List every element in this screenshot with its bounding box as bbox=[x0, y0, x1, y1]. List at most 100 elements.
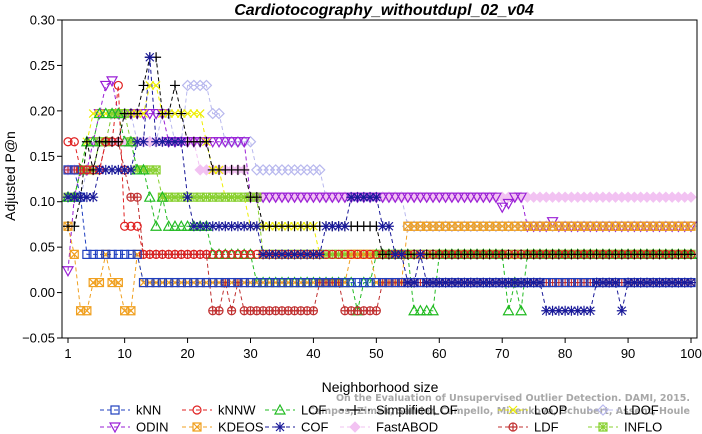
data-point-odin bbox=[471, 192, 484, 204]
data-point-ldf bbox=[308, 306, 319, 316]
data-point-knn bbox=[271, 277, 281, 288]
legend-item-inflo: INFLO bbox=[588, 420, 662, 434]
data-point-knnw bbox=[120, 221, 130, 231]
data-point-knn bbox=[333, 277, 344, 288]
watermark-citation: On the Evaluation of Unsupervised Outlie… bbox=[336, 393, 690, 404]
data-point-cof bbox=[207, 221, 218, 232]
data-point-cof bbox=[358, 192, 369, 203]
data-point-odin bbox=[477, 192, 490, 204]
data-point-cof bbox=[69, 192, 80, 203]
legend-item-ldof: LDOF bbox=[588, 403, 659, 418]
data-point-cof bbox=[283, 249, 294, 260]
data-point-knn bbox=[371, 277, 381, 288]
data-point-cof bbox=[371, 192, 382, 203]
legend-marker-cof bbox=[275, 422, 285, 432]
y-tick-label: 0.25 bbox=[30, 58, 55, 73]
data-point-odin bbox=[288, 192, 301, 204]
data-point-simplifiedlof bbox=[69, 221, 80, 232]
data-point-odin bbox=[99, 80, 112, 92]
data-point-cof bbox=[308, 249, 319, 260]
legend-item-cof: COF bbox=[265, 420, 329, 434]
legend-item-knnw: kNNW bbox=[182, 403, 256, 418]
data-point-odin bbox=[61, 266, 75, 278]
data-point-cof bbox=[585, 305, 596, 316]
legend-marker-ldof bbox=[597, 404, 609, 416]
data-point-cof bbox=[402, 277, 413, 288]
data-point-cof bbox=[119, 164, 130, 175]
data-point-cof bbox=[509, 277, 520, 288]
legend-marker-lof bbox=[273, 403, 287, 415]
data-point-lof bbox=[408, 304, 421, 316]
y-tick-label: 0.15 bbox=[30, 149, 55, 164]
data-point-kdeos bbox=[113, 277, 123, 288]
data-point-cof bbox=[415, 249, 426, 260]
data-point-loop bbox=[170, 109, 180, 119]
data-point-knn bbox=[277, 277, 287, 288]
data-point-cof bbox=[182, 192, 193, 203]
series-markers-cof bbox=[63, 52, 696, 316]
data-point-cof bbox=[421, 277, 432, 288]
data-point-loop bbox=[183, 109, 192, 119]
data-point-odin bbox=[483, 192, 496, 204]
data-point-odin bbox=[269, 192, 282, 204]
data-point-cof bbox=[157, 136, 168, 147]
y-tick-label: 0.05 bbox=[30, 240, 55, 255]
data-point-cof bbox=[516, 277, 527, 288]
data-point-simplifiedlof bbox=[686, 249, 696, 260]
data-point-fastabod bbox=[685, 191, 697, 203]
data-point-kdeos bbox=[94, 277, 105, 288]
legend-marker-knnw bbox=[192, 405, 202, 415]
data-point-cof bbox=[654, 277, 665, 288]
data-point-lof bbox=[93, 107, 106, 119]
data-point-odin bbox=[275, 192, 288, 204]
data-point-cof bbox=[251, 221, 262, 232]
data-point-ldof bbox=[313, 164, 326, 176]
data-point-ldof bbox=[213, 107, 225, 120]
data-point-lof bbox=[168, 220, 181, 231]
data-point-knnw bbox=[138, 249, 149, 260]
data-point-odin bbox=[143, 108, 156, 120]
data-point-odin bbox=[426, 192, 440, 204]
data-point-cof bbox=[427, 277, 438, 288]
data-point-odin bbox=[282, 192, 295, 204]
legend-marker-simplifiedlof bbox=[350, 405, 360, 415]
data-point-odin bbox=[408, 192, 421, 204]
legend-label-fastabod: FastABOD bbox=[376, 420, 438, 434]
data-point-cof bbox=[383, 221, 394, 232]
data-point-simplifiedlof bbox=[169, 80, 180, 91]
data-point-cof bbox=[597, 277, 608, 288]
series-line-ldof bbox=[68, 84, 691, 227]
data-point-knn bbox=[239, 277, 249, 288]
y-tick-label: 0.20 bbox=[30, 103, 55, 118]
data-point-knn bbox=[132, 249, 142, 260]
data-point-knnw bbox=[245, 249, 256, 260]
x-tick-label: 60 bbox=[432, 346, 446, 361]
data-point-knnw bbox=[340, 249, 350, 260]
data-point-odin bbox=[395, 192, 408, 204]
data-point-kdeos bbox=[126, 306, 136, 316]
data-point-loop bbox=[145, 80, 155, 90]
data-point-cof bbox=[484, 277, 495, 288]
data-point-odin bbox=[326, 192, 339, 204]
data-point-knn bbox=[283, 277, 293, 288]
data-point-cof bbox=[604, 277, 615, 288]
data-point-cof bbox=[660, 277, 671, 288]
data-point-cof bbox=[132, 136, 143, 147]
data-point-knn bbox=[195, 277, 205, 288]
data-point-knnw bbox=[352, 249, 363, 260]
data-point-knn bbox=[220, 277, 230, 288]
data-point-cof bbox=[541, 305, 552, 316]
data-point-knn bbox=[327, 277, 337, 288]
data-point-lof bbox=[106, 107, 119, 119]
data-point-knn bbox=[151, 277, 161, 288]
data-point-knn bbox=[315, 277, 325, 288]
data-point-kdeos bbox=[686, 221, 696, 231]
data-point-cof bbox=[490, 277, 501, 288]
data-point-cof bbox=[686, 277, 696, 288]
data-point-cof bbox=[289, 249, 300, 260]
data-point-odin bbox=[401, 192, 414, 204]
data-point-knn bbox=[560, 277, 570, 288]
data-point-lof bbox=[156, 190, 169, 202]
data-point-simplifiedlof bbox=[132, 108, 143, 119]
data-point-cof bbox=[472, 277, 483, 288]
